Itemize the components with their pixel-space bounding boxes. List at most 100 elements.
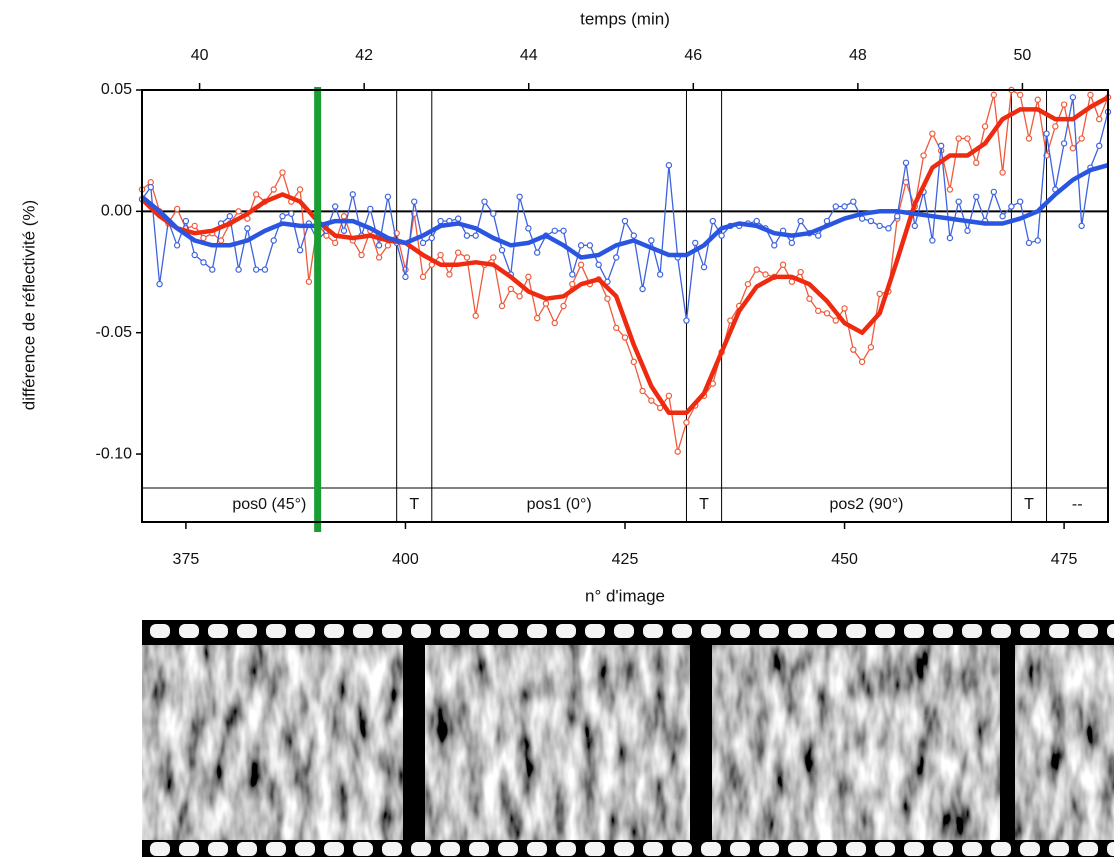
data-point xyxy=(902,159,910,167)
series xyxy=(140,95,1110,416)
x-tick-label: 450 xyxy=(831,551,858,568)
data-point xyxy=(340,213,348,220)
data-point xyxy=(586,242,594,249)
data-point xyxy=(191,251,198,259)
data-point xyxy=(832,203,839,210)
series xyxy=(140,163,1109,260)
data-point xyxy=(990,188,998,196)
y-tick-label: 0.00 xyxy=(101,203,132,220)
data-point xyxy=(946,234,954,242)
data-point xyxy=(999,213,1006,220)
data-point xyxy=(683,419,690,426)
x2-tick-label: 46 xyxy=(684,47,702,64)
data-point xyxy=(894,213,901,220)
segment-label: T xyxy=(1024,496,1034,513)
data-point xyxy=(349,191,356,198)
series xyxy=(138,94,1112,324)
data-point xyxy=(419,273,427,281)
data-point xyxy=(700,263,708,271)
data-point xyxy=(630,358,637,366)
data-point xyxy=(911,222,919,230)
data-point xyxy=(235,266,242,273)
data-point xyxy=(173,242,181,249)
data-point xyxy=(876,290,883,298)
data-point xyxy=(235,208,242,215)
data-point xyxy=(1096,115,1103,123)
data-point xyxy=(516,293,523,300)
data-point xyxy=(621,334,629,341)
data-point xyxy=(1025,239,1033,247)
data-point xyxy=(1034,96,1041,103)
data-point xyxy=(656,271,664,278)
y-tick-label: -0.05 xyxy=(96,324,133,341)
data-point xyxy=(779,261,787,268)
data-point xyxy=(999,169,1006,176)
data-point xyxy=(797,217,804,225)
data-point xyxy=(937,142,945,150)
data-point xyxy=(1008,203,1015,210)
data-point xyxy=(762,271,769,278)
data-point xyxy=(340,227,348,234)
data-point xyxy=(332,203,339,210)
x-tick-label: 425 xyxy=(612,551,639,568)
data-point xyxy=(788,239,796,247)
data-point xyxy=(797,268,804,276)
data-point xyxy=(577,261,585,268)
data-point xyxy=(577,242,585,249)
x-tick-label: 475 xyxy=(1051,551,1078,568)
data-point xyxy=(296,186,304,193)
data-point xyxy=(384,193,392,200)
data-point xyxy=(1060,140,1068,147)
data-point xyxy=(665,162,673,169)
data-point xyxy=(1060,101,1068,108)
data-point xyxy=(753,266,760,273)
data-point xyxy=(1025,135,1033,142)
data-point xyxy=(375,254,383,261)
data-point xyxy=(542,300,550,307)
data-point xyxy=(384,242,392,249)
data-point xyxy=(929,237,936,244)
data-point xyxy=(533,249,541,256)
film-texture xyxy=(1015,645,1114,840)
data-point xyxy=(270,237,277,244)
data-point xyxy=(490,210,497,217)
data-point xyxy=(815,307,822,315)
data-point xyxy=(498,246,506,254)
data-point xyxy=(200,259,207,266)
x2-tick-label: 48 xyxy=(849,47,867,64)
data-point xyxy=(437,251,444,259)
data-point xyxy=(815,232,822,239)
data-point xyxy=(463,232,471,239)
data-point xyxy=(525,225,532,232)
segment-label: pos1 (0°) xyxy=(527,496,592,513)
data-point xyxy=(1016,198,1024,205)
data-point xyxy=(1052,123,1059,130)
data-point xyxy=(806,295,813,302)
data-point xyxy=(665,392,673,399)
data-point xyxy=(955,135,962,142)
segment-label: pos2 (90°) xyxy=(830,496,904,513)
data-point xyxy=(279,169,286,176)
data-point xyxy=(490,254,497,261)
data-point xyxy=(200,234,207,242)
data-point xyxy=(261,266,269,273)
data-point xyxy=(867,344,875,351)
data-point xyxy=(621,217,629,225)
data-point xyxy=(252,266,260,273)
x2-tick-label: 42 xyxy=(355,47,373,64)
data-point xyxy=(252,191,260,198)
data-point xyxy=(858,215,866,222)
data-point xyxy=(1087,91,1094,99)
data-point xyxy=(595,261,602,268)
data-point xyxy=(191,222,198,230)
y-axis-label: différence de réflectivité (%) xyxy=(19,200,38,410)
x2-axis-label: temps (min) xyxy=(580,9,670,28)
data-point xyxy=(1043,130,1050,137)
data-point xyxy=(182,217,190,225)
data-point xyxy=(639,285,646,293)
data-point xyxy=(929,130,936,137)
data-point xyxy=(1034,237,1041,244)
data-point xyxy=(1078,135,1085,142)
data-point xyxy=(332,239,339,247)
data-point xyxy=(437,217,444,225)
